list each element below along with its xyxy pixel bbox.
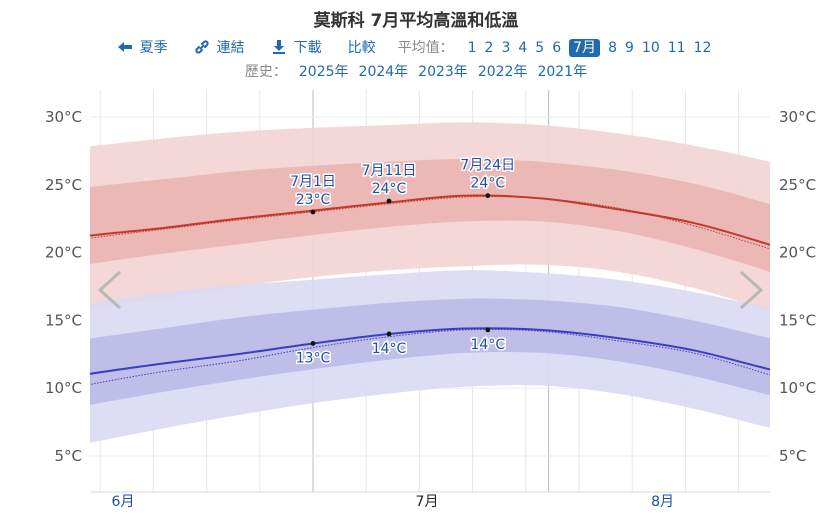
x-month-label: 8月 <box>651 494 674 510</box>
y-tick-label-left: 30°C <box>45 108 82 126</box>
annotation-dot <box>310 341 316 346</box>
y-tick-label-right: 25°C <box>779 176 816 194</box>
annotation-dot <box>310 209 316 215</box>
annotation-value-label: 13°C <box>296 350 331 366</box>
y-tick-label-left: 20°C <box>45 244 82 262</box>
annotation-value-label: 24°C <box>471 176 506 192</box>
month-link-7-active[interactable]: 7月 <box>569 39 601 57</box>
annotation-date-label: 7月11日 <box>362 163 417 179</box>
annotation-value-label: 23°C <box>296 192 331 208</box>
y-tick-label-left: 5°C <box>54 447 82 465</box>
y-tick-label-right: 30°C <box>779 108 816 126</box>
y-tick-label-right: 20°C <box>779 244 816 262</box>
annotation-date-label: 7月24日 <box>460 158 515 174</box>
percentile-bands <box>90 122 770 443</box>
month-link-11[interactable]: 11 <box>667 40 686 56</box>
link-button[interactable]: 連結 <box>194 37 245 57</box>
high-recent-line <box>90 196 770 250</box>
summer-button[interactable]: 夏季 <box>117 37 168 57</box>
month-link-12[interactable]: 12 <box>693 40 712 56</box>
month-link-3[interactable]: 3 <box>501 40 511 56</box>
month-link-2[interactable]: 2 <box>484 40 494 56</box>
annotation-dot <box>386 331 392 337</box>
average-label: 平均值： <box>397 40 454 56</box>
axes: 30°C 30°C 25°C 25°C 20°C 20°C 15°C 15°C 10°C 10°C… <box>45 108 816 510</box>
year-link-2022[interactable]: 2022年 <box>477 64 528 80</box>
y-tick-label-left: 15°C <box>45 311 82 329</box>
high-p25-p75-band <box>90 159 770 272</box>
link-label: 連結 <box>216 40 245 56</box>
month-link-5[interactable]: 5 <box>535 40 545 56</box>
compare-button[interactable]: 比較 <box>347 40 376 56</box>
y-tick-label-right: 10°C <box>779 379 816 397</box>
download-icon <box>272 40 285 54</box>
month-link-8[interactable]: 8 <box>608 40 617 56</box>
year-link-2021[interactable]: 2021年 <box>537 64 588 80</box>
annotation-value-label: 24°C <box>372 181 407 197</box>
history-row: 歷史： 2025年 2024年 2023年 2022年 2021年 <box>0 61 832 81</box>
annotation-value-label: 14°C <box>372 341 407 357</box>
annotation-dot <box>386 198 392 204</box>
annotation-date-label: 7月1日 <box>290 174 336 190</box>
year-link-2025[interactable]: 2025年 <box>298 64 349 80</box>
summer-label: 夏季 <box>139 40 168 56</box>
x-month-label: 6月 <box>112 494 135 510</box>
annotation-dot <box>485 327 491 333</box>
history-label: 歷史： <box>244 64 287 80</box>
arrow-left-icon <box>117 42 132 52</box>
prev-arrow-icon[interactable] <box>97 270 122 310</box>
month-selector: 1 2 3 4 5 6 7月 8 9 10 11 12 <box>464 37 716 57</box>
download-button[interactable]: 下載 <box>271 37 322 57</box>
annotation-value-label: 14°C <box>471 337 506 353</box>
next-arrow-icon[interactable] <box>739 270 764 310</box>
high-mean-line <box>90 194 770 246</box>
month-link-6[interactable]: 6 <box>552 40 562 56</box>
link-icon <box>195 40 209 54</box>
low-mean-line <box>90 327 770 375</box>
download-label: 下載 <box>293 40 322 56</box>
month-link-10[interactable]: 10 <box>641 40 660 56</box>
series-lines <box>90 194 770 386</box>
year-link-2023[interactable]: 2023年 <box>418 64 468 80</box>
low-p25-p75-band <box>90 298 770 405</box>
y-tick-label-left: 10°C <box>45 379 82 397</box>
low-recent-line <box>90 328 770 386</box>
month-link-1[interactable]: 1 <box>467 40 477 56</box>
y-tick-label-left: 25°C <box>45 176 82 194</box>
month-link-4[interactable]: 4 <box>518 40 528 56</box>
annotation-dot <box>485 193 491 199</box>
x-month-label: 7月 <box>416 494 439 510</box>
y-tick-label-right: 5°C <box>779 447 807 465</box>
month-link-9[interactable]: 9 <box>624 40 634 56</box>
nav-toolbar: 夏季 連結 下載 比較 平均值： 1 2 3 4 5 6 7月 8 9 10 11 12 <box>0 35 832 59</box>
annotations: 7月1日 23°C 7月11日 24°C 7月24日 24°C 13°C 14°C 14°C <box>289 156 517 368</box>
y-tick-label-right: 15°C <box>779 311 816 329</box>
year-link-2024[interactable]: 2024年 <box>358 64 409 80</box>
page-title: 莫斯科 7月平均高溫和低溫 <box>313 11 519 31</box>
